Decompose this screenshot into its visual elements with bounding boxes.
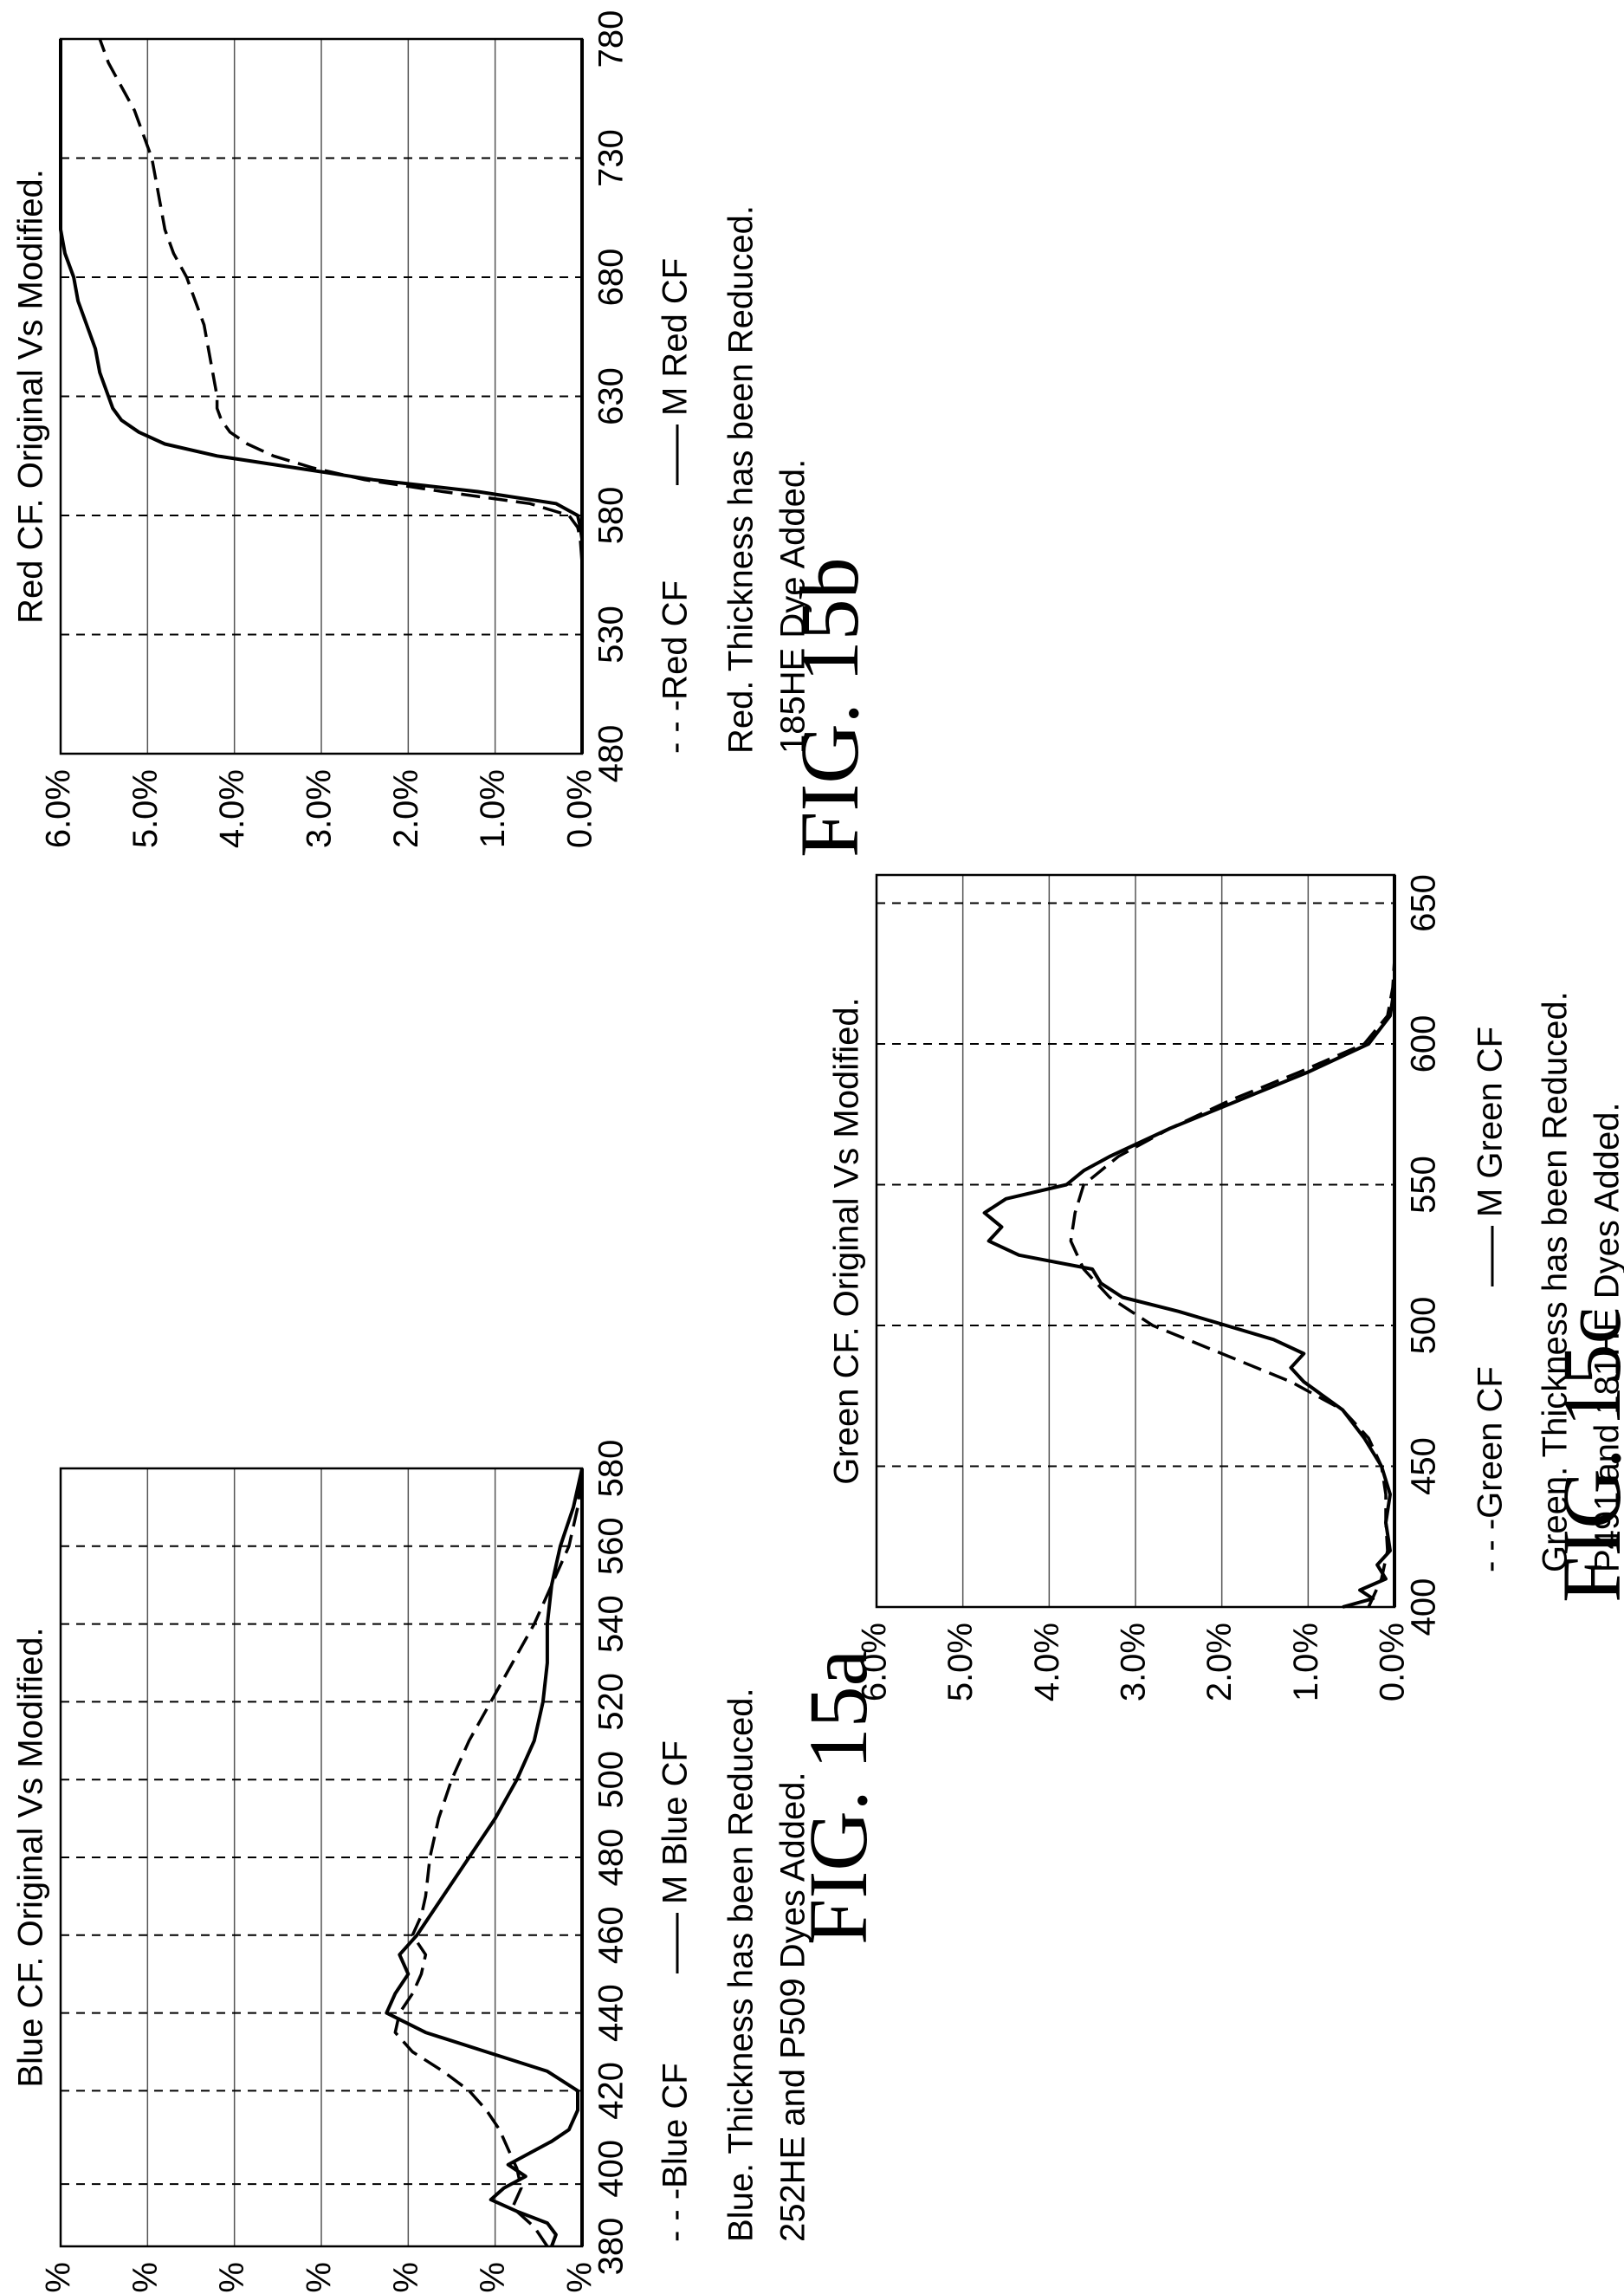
x-tick-label: 380 <box>592 2218 631 2276</box>
x-tick-label: 530 <box>592 606 631 664</box>
chart-note: Green. Thickness has been Reduced. <box>1537 991 1575 1572</box>
x-tick-label: 400 <box>1405 1578 1443 1636</box>
chart-15c: 0.0% 1.0% 2.0% 3.0% 4.0% 5.0% 6.0% 400 450 500 550… <box>828 873 1624 1701</box>
x-tick-label: 560 <box>592 1517 631 1575</box>
x-tick-label: 460 <box>592 1906 631 1964</box>
x-tick-label: 520 <box>592 1673 631 1731</box>
y-tick-label: 1.0% <box>1287 1623 1325 1701</box>
x-tick-label: 540 <box>592 1595 631 1653</box>
y-tick-label: 1.0% <box>474 2262 512 2294</box>
series-line-original <box>393 1468 584 2247</box>
series-line-modified <box>59 39 584 754</box>
y-tick-label: 4.0% <box>213 2262 251 2294</box>
chart-title: Red CF. Original Vs Modified. <box>12 169 50 624</box>
y-tick-label: 1.0% <box>474 769 512 848</box>
x-tick-label: 580 <box>592 487 631 545</box>
chart-note: Blue. Thickness has been Reduced. <box>722 1688 760 2242</box>
figure-label: FIG. 15a <box>792 1649 884 1945</box>
series-line-original <box>1069 875 1396 1608</box>
y-tick-label: 0.0% <box>1374 1623 1412 1701</box>
y-tick-label: 6.0% <box>40 769 78 848</box>
chart-note: P491 and 181HE Dyes Added. <box>1588 1102 1624 1572</box>
x-tick-label: 420 <box>592 2062 631 2120</box>
x-tick-label: 500 <box>1405 1297 1443 1355</box>
chart-note: Red. Thickness has been Reduced. <box>722 205 760 754</box>
y-tick-label: 0.0% <box>561 2262 599 2294</box>
y-tick-label: 5.0% <box>126 2262 165 2294</box>
y-tick-label: 3.0% <box>301 2262 339 2294</box>
x-tick-label: 580 <box>592 1440 631 1498</box>
x-tick-label: 730 <box>592 129 631 187</box>
legend-entry-modified: M Red CF <box>657 258 695 416</box>
chart-title: Blue CF. Original Vs Modified. <box>12 1627 50 2087</box>
chart-15a: 0.0% 1.0% 2.0% 3.0% 4.0% 5.0% 6.0% 380 400 420 440… <box>12 1440 884 2294</box>
x-tick-label: 600 <box>1405 1015 1443 1073</box>
y-tick-label: 5.0% <box>941 1623 980 1701</box>
y-tick-label: 0.0% <box>561 769 599 848</box>
y-tick-label: 4.0% <box>213 769 251 848</box>
x-tick-label: 500 <box>592 1751 631 1809</box>
y-tick-label: 6.0% <box>856 1623 894 1701</box>
figure-label: FIG. 15b <box>783 557 876 858</box>
x-tick-label: 450 <box>1405 1437 1443 1495</box>
x-tick-label: 680 <box>592 249 631 307</box>
x-tick-label: 440 <box>592 1984 631 2042</box>
y-tick-label: 6.0% <box>40 2262 78 2294</box>
y-tick-label: 2.0% <box>1200 1623 1239 1701</box>
y-tick-label: 4.0% <box>1028 1623 1066 1701</box>
legend-entry-modified: M Blue CF <box>657 1740 695 1904</box>
legend-entry-original: - - -Green CF <box>1472 1366 1510 1572</box>
y-tick-label: 5.0% <box>126 769 165 848</box>
x-tick-label: 780 <box>592 10 631 68</box>
y-tick-label: 2.0% <box>387 2262 425 2294</box>
x-tick-label: 400 <box>592 2140 631 2198</box>
x-tick-label: 480 <box>592 1829 631 1887</box>
chart-note: 252HE and P509 Dyes Added. <box>774 1772 812 2242</box>
y-tick-label: 3.0% <box>1115 1623 1153 1701</box>
series-line-original <box>98 38 584 754</box>
legend-entry-original: - - -Red CF <box>657 580 695 754</box>
x-tick-label: 480 <box>592 725 631 783</box>
legend-entry-modified: M Green CF <box>1472 1027 1510 1217</box>
x-tick-label: 630 <box>592 367 631 425</box>
x-tick-label: 650 <box>1405 874 1443 932</box>
x-tick-label: 550 <box>1405 1156 1443 1214</box>
series-line-modified <box>385 1468 584 2247</box>
figure-label: FIG. 15c <box>1545 1307 1624 1603</box>
chart-title: Green CF. Original Vs Modified. <box>828 997 866 1484</box>
y-tick-label: 2.0% <box>387 769 425 848</box>
series-line-modified <box>982 875 1396 1609</box>
y-tick-label: 3.0% <box>301 769 339 848</box>
chart-note: 185HE Dye Added. <box>774 459 812 754</box>
legend-entry-original: - - -Blue CF <box>657 2063 695 2242</box>
chart-15b: 0.0% 1.0% 2.0% 3.0% 4.0% 5.0% 6.0% 480 530 580 630… <box>12 10 876 858</box>
